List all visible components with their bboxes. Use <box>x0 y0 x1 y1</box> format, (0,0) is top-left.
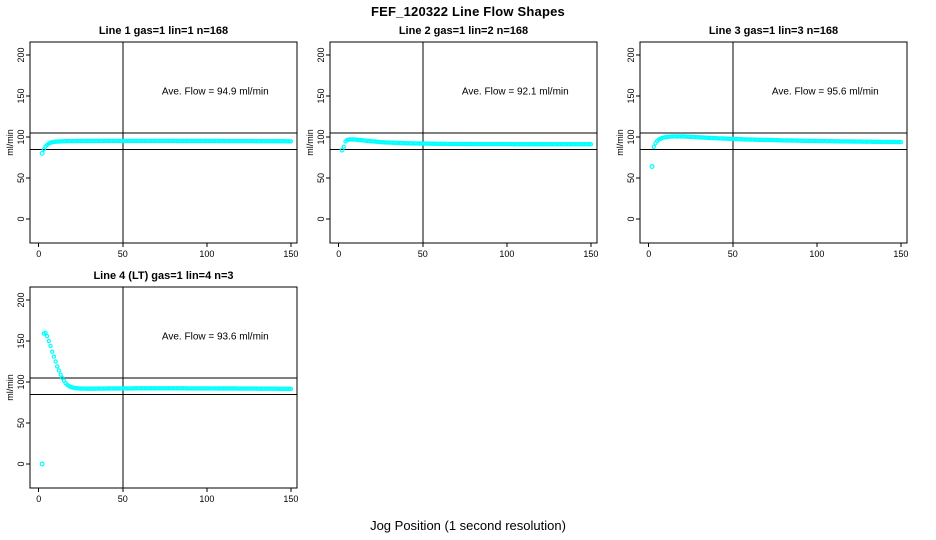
outlier-point <box>39 150 45 156</box>
y-tick-label: 100 <box>316 129 326 144</box>
y-tick-label: 150 <box>16 334 26 349</box>
x-axis-label: Jog Position (1 second resolution) <box>370 518 566 533</box>
x-tick-label: 50 <box>118 249 128 259</box>
y-tick-label: 100 <box>16 129 26 144</box>
y-tick-label: 0 <box>16 461 26 466</box>
y-tick-label: 200 <box>626 48 636 63</box>
y-axis-label: ml/min <box>5 374 15 401</box>
panel-title: Line 4 (LT) gas=1 lin=4 n=3 <box>93 270 233 282</box>
y-axis-label: ml/min <box>305 129 315 156</box>
y-tick-label: 150 <box>16 89 26 104</box>
x-tick-label: 50 <box>418 249 428 259</box>
y-tick-label: 150 <box>316 89 326 104</box>
x-tick-label: 150 <box>283 249 298 259</box>
panel-1: 0 50 100 150 0 50 100 150 200 ml/min Line 1 gas=1 … <box>5 25 298 259</box>
x-tick-label: 100 <box>809 249 824 259</box>
y-tick-label: 200 <box>16 48 26 63</box>
ave-flow-annotation: Ave. Flow = 95.6 ml/min <box>772 86 879 97</box>
x-tick-label: 150 <box>283 494 298 504</box>
x-tick-label: 50 <box>118 494 128 504</box>
x-tick-label: 0 <box>646 249 651 259</box>
y-tick-label: 100 <box>16 374 26 389</box>
x-tick-label: 100 <box>499 249 514 259</box>
y-tick-label: 150 <box>626 89 636 104</box>
y-tick-label: 0 <box>16 216 26 221</box>
panel-4: 0 50 100 150 0 50 100 150 200 ml/min Line 4 (LT) g… <box>5 270 298 504</box>
data-points <box>41 138 294 152</box>
panel-3: 0 50 100 150 0 50 100 150 200 ml/min Line 3 gas=1 … <box>615 25 908 259</box>
y-tick-label: 0 <box>316 216 326 221</box>
outlier-point <box>39 461 45 467</box>
y-tick-label: 0 <box>626 216 636 221</box>
y-tick-label: 50 <box>16 418 26 428</box>
y-axis-label: ml/min <box>5 129 15 156</box>
x-tick-label: 100 <box>199 494 214 504</box>
ave-flow-annotation: Ave. Flow = 92.1 ml/min <box>462 86 569 97</box>
x-tick-label: 150 <box>583 249 598 259</box>
data-points <box>341 137 594 149</box>
x-tick-label: 150 <box>893 249 908 259</box>
panel-title: Line 1 gas=1 lin=1 n=168 <box>99 25 228 37</box>
x-tick-label: 0 <box>336 249 341 259</box>
panel-title: Line 3 gas=1 lin=3 n=168 <box>709 25 838 37</box>
plot-box <box>639 41 908 244</box>
y-tick-label: 100 <box>626 129 636 144</box>
ave-flow-annotation: Ave. Flow = 93.6 ml/min <box>162 331 269 342</box>
x-tick-label: 0 <box>36 249 41 259</box>
y-tick-label: 50 <box>316 173 326 183</box>
panel-2: 0 50 100 150 0 50 100 150 200 ml/min Line 2 gas=1 … <box>305 25 598 259</box>
plot-box <box>329 41 598 244</box>
panel-title: Line 2 gas=1 lin=2 n=168 <box>399 25 528 37</box>
plot-box <box>29 41 298 244</box>
data-points <box>41 330 294 391</box>
ave-flow-annotation: Ave. Flow = 94.9 ml/min <box>162 86 269 97</box>
y-tick-label: 200 <box>16 293 26 308</box>
y-tick-label: 200 <box>316 48 326 63</box>
outlier-point <box>339 147 345 153</box>
outlier-point <box>649 164 655 170</box>
figure-title: FEF_120322 Line Flow Shapes <box>371 4 565 19</box>
x-tick-label: 100 <box>199 249 214 259</box>
plot-box <box>29 286 298 489</box>
x-tick-label: 50 <box>728 249 738 259</box>
x-tick-label: 0 <box>36 494 41 504</box>
data-points <box>651 134 904 149</box>
y-tick-label: 50 <box>16 173 26 183</box>
y-axis-label: ml/min <box>615 129 625 156</box>
y-tick-label: 50 <box>626 173 636 183</box>
